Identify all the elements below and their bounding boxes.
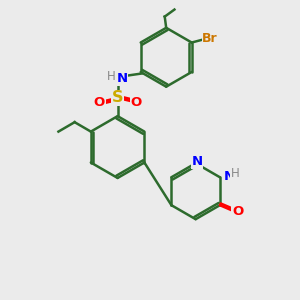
Text: S: S bbox=[112, 90, 123, 105]
Text: H: H bbox=[231, 167, 239, 180]
Text: Br: Br bbox=[202, 32, 218, 46]
Text: O: O bbox=[232, 206, 243, 218]
Text: N: N bbox=[191, 155, 203, 168]
Text: N: N bbox=[116, 72, 128, 85]
Text: N: N bbox=[224, 170, 235, 183]
Text: O: O bbox=[130, 96, 142, 109]
Text: H: H bbox=[107, 70, 116, 83]
Text: O: O bbox=[94, 96, 105, 109]
